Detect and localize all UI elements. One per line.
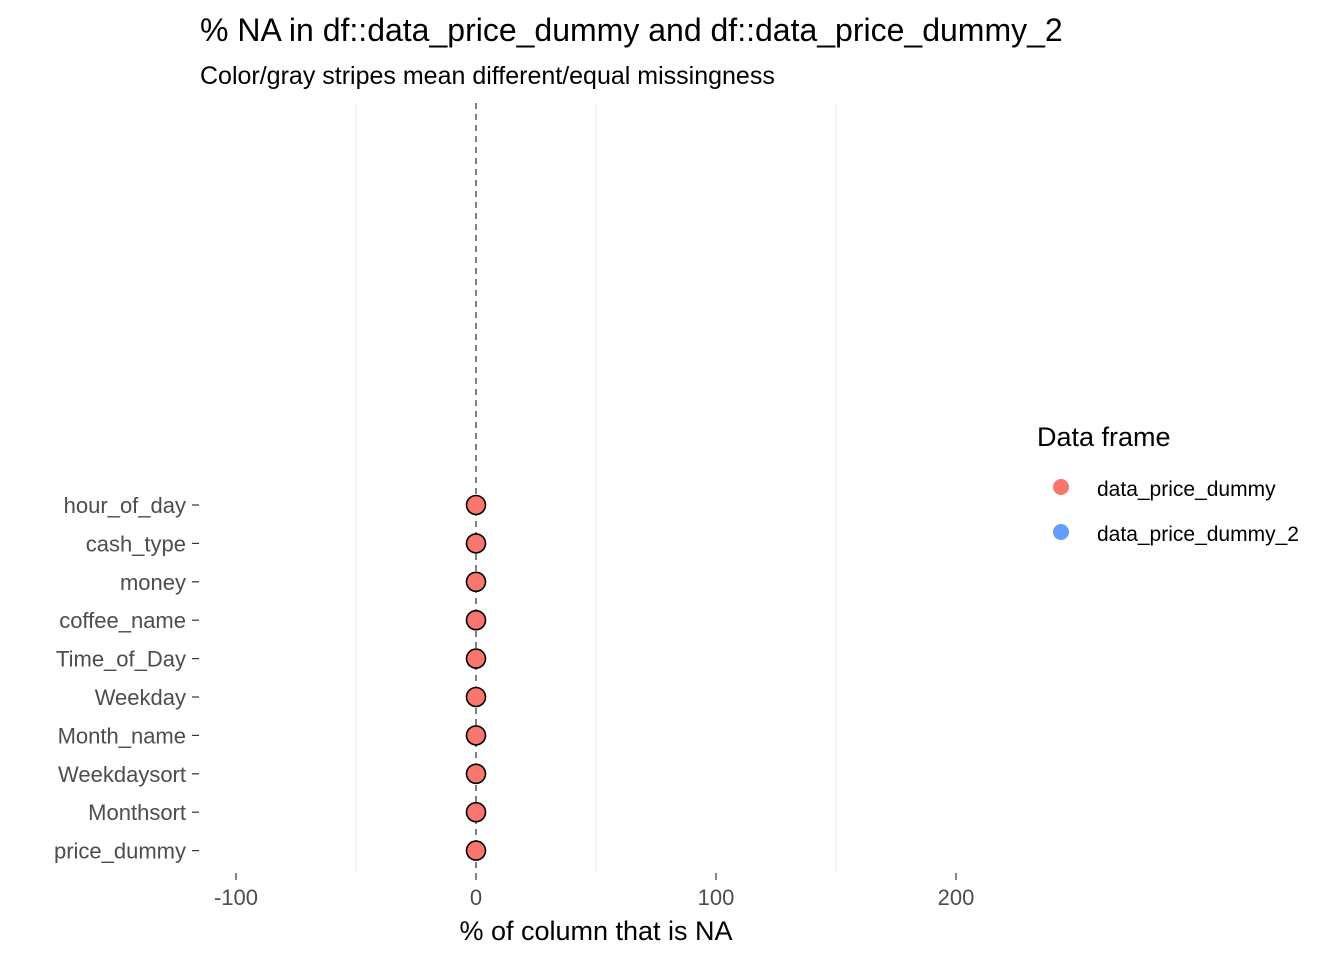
- legend-key: [1053, 524, 1069, 540]
- data-point: [465, 725, 487, 746]
- x-axis: -100 0 100 200: [214, 873, 974, 910]
- x-tick-label: 0: [470, 885, 482, 910]
- x-axis-label: % of column that is NA: [459, 916, 732, 946]
- y-tick-label: Monthsort: [88, 800, 186, 825]
- data-points: [465, 494, 487, 861]
- legend-title: Data frame: [1037, 422, 1171, 452]
- legend-key: [1053, 479, 1069, 495]
- y-tick-label: money: [120, 570, 186, 595]
- y-tick-label: coffee_name: [59, 608, 186, 633]
- data-point: [465, 648, 487, 669]
- chart-title: % NA in df::data_price_dummy and df::dat…: [200, 12, 1063, 48]
- y-tick-label: Weekday: [95, 685, 186, 710]
- legend: Data frame data_price_dummy data_price_du…: [1037, 422, 1299, 546]
- y-tick-label: Time_of_Day: [56, 647, 186, 672]
- x-tick-label: 200: [938, 885, 975, 910]
- y-tick-label: hour_of_day: [64, 493, 186, 518]
- y-tick-label: cash_type: [86, 531, 186, 556]
- grid-lines: [355, 103, 837, 872]
- x-tick-label: -100: [214, 885, 258, 910]
- chart-subtitle: Color/gray stripes mean different/equal …: [200, 62, 775, 90]
- data-point: [465, 686, 487, 708]
- legend-label: data_price_dummy_2: [1097, 523, 1299, 546]
- y-tick-label: Weekdaysort: [58, 762, 186, 787]
- data-point: [465, 609, 487, 631]
- data-point: [465, 801, 487, 823]
- data-point: [465, 763, 487, 785]
- legend-label: data_price_dummy: [1097, 478, 1276, 501]
- y-tick-label: price_dummy: [54, 839, 186, 864]
- x-tick-label: 100: [698, 885, 735, 910]
- data-point: [465, 571, 487, 593]
- data-point: [465, 840, 487, 861]
- y-tick-label: Month_name: [58, 723, 186, 748]
- data-point: [465, 494, 487, 516]
- data-point: [465, 533, 487, 554]
